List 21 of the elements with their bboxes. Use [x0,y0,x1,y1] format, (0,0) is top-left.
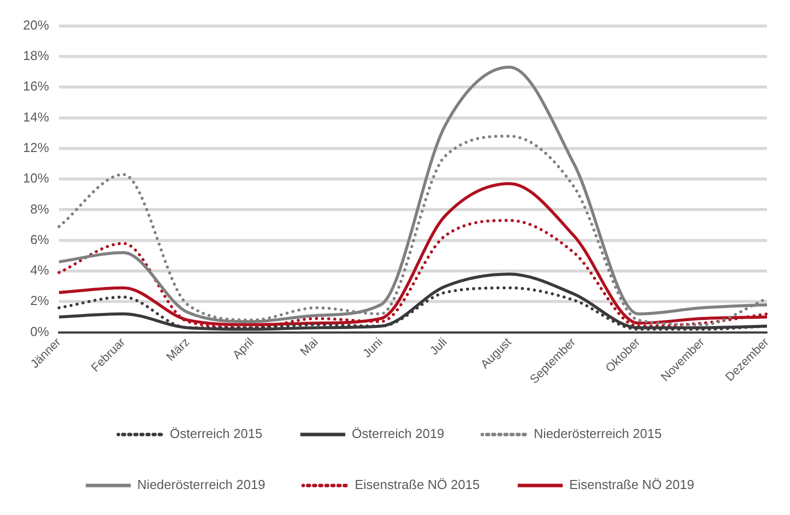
y-tick-label: 10% [22,170,50,186]
y-tick-label: 2% [30,293,50,308]
y-tick-label: 6% [30,232,50,247]
y-tick-label: 14% [22,109,50,124]
line-series [58,66,768,324]
y-tick-label: 4% [30,262,50,278]
legend-label: Österreich 2015 [170,426,262,442]
y-tick-label: 20% [22,17,50,32]
legend-label: Österreich 2019 [352,426,444,442]
y-tick-label: 12% [22,140,50,155]
x-tick-label: Juli [427,334,450,358]
legend-label: Niederösterreich 2019 [137,477,266,492]
y-tick-label: 8% [30,201,50,216]
y-tick-label: 0% [30,324,50,339]
y-tick-label: 16% [22,78,50,94]
legend-label: Eisenstraße NÖ 2015 [354,477,480,492]
y-tick-label: 18% [22,48,50,64]
legend-label: Eisenstraße NÖ 2019 [569,477,694,492]
x-tick-label: Mai [297,334,321,359]
line-series [58,182,768,326]
legend-label: Niederösterreich 2015 [534,426,662,442]
